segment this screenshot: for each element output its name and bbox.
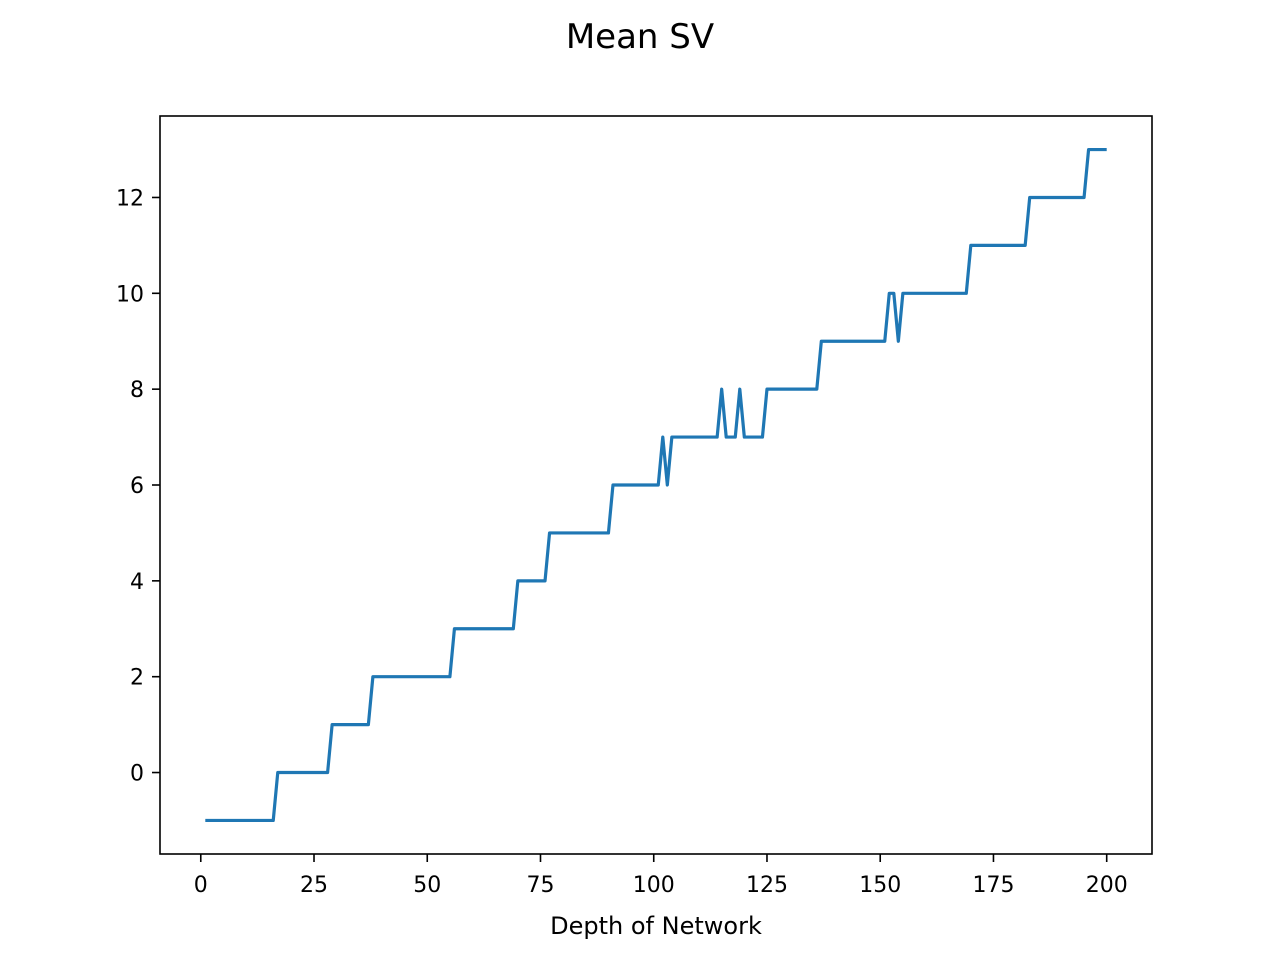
y-tick-label: 12 <box>116 186 144 211</box>
plot-area <box>205 147 1107 823</box>
x-axis-label: Depth of Network <box>550 912 762 940</box>
x-tick-label: 200 <box>1086 873 1128 898</box>
x-tick-label: 100 <box>633 873 675 898</box>
x-tick-label: 50 <box>413 873 441 898</box>
x-tick-label: 175 <box>972 873 1014 898</box>
y-tick-label: 0 <box>130 762 144 787</box>
series-line-0 <box>205 147 1107 823</box>
chart-title: Mean SV <box>566 17 714 57</box>
x-axis: 0 25 50 75 100 125 150 175 200 <box>194 854 1128 898</box>
y-tick-label: 6 <box>130 474 144 499</box>
y-tick-label: 4 <box>130 570 144 595</box>
x-tick-label: 25 <box>300 873 328 898</box>
y-tick-label: 8 <box>130 378 144 403</box>
x-tick-label: 150 <box>859 873 901 898</box>
x-tick-label: 0 <box>194 873 208 898</box>
x-tick-label: 75 <box>526 873 554 898</box>
y-axis: 0 2 4 6 8 10 12 <box>116 186 160 787</box>
y-tick-label: 2 <box>130 666 144 691</box>
y-tick-label: 10 <box>116 282 144 307</box>
x-tick-label: 125 <box>746 873 788 898</box>
